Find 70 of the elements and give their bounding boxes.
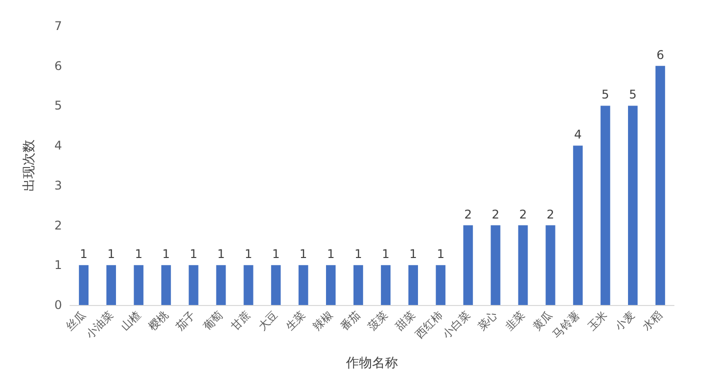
data-label: 1 xyxy=(190,247,198,262)
bar xyxy=(600,106,610,305)
x-tick-label: 大豆 xyxy=(256,308,281,334)
data-label: 1 xyxy=(354,247,362,262)
x-tick-label: 甘蔗 xyxy=(228,308,254,334)
bar xyxy=(655,66,666,305)
bar xyxy=(134,265,144,305)
bar xyxy=(244,265,254,305)
x-tick-label: 水稻 xyxy=(640,308,665,334)
y-tick-label: 4 xyxy=(54,138,62,153)
data-label: 5 xyxy=(602,88,610,102)
bar xyxy=(298,265,308,305)
bar xyxy=(490,225,500,305)
bar xyxy=(546,225,556,305)
data-label: 1 xyxy=(134,247,142,262)
bar xyxy=(216,265,226,305)
data-label: 1 xyxy=(162,247,170,262)
bar xyxy=(78,265,89,305)
x-tick-label: 玉米 xyxy=(585,308,610,334)
bar xyxy=(188,265,198,305)
y-tick-label: 7 xyxy=(54,19,62,33)
data-label: 2 xyxy=(464,207,472,222)
data-label: 6 xyxy=(656,48,664,62)
data-label: 1 xyxy=(382,247,390,262)
y-tick-label: 2 xyxy=(54,218,62,232)
bar xyxy=(436,265,446,305)
data-label: 5 xyxy=(629,88,637,102)
x-tick-label: 茄子 xyxy=(173,308,198,334)
x-tick-label: 山楂 xyxy=(118,308,144,334)
y-tick-label: 5 xyxy=(54,98,62,113)
x-tick-label: 菠菜 xyxy=(366,308,390,334)
data-label: 2 xyxy=(546,207,554,222)
data-label: 2 xyxy=(492,207,500,222)
y-tick-label: 3 xyxy=(54,178,62,192)
y-tick-label: 6 xyxy=(54,58,62,73)
bar xyxy=(271,265,281,305)
data-label: 1 xyxy=(436,247,444,262)
data-label: 1 xyxy=(300,247,308,262)
data-label: 1 xyxy=(107,247,115,262)
y-tick-label: 0 xyxy=(54,298,62,312)
bar xyxy=(380,265,391,305)
x-tick-label: 丝瓜 xyxy=(64,308,88,334)
x-tick-label: 辣椒 xyxy=(310,308,336,334)
x-tick-label: 菜心 xyxy=(475,308,500,334)
bar xyxy=(628,106,638,305)
data-label: 1 xyxy=(80,247,88,262)
data-label: 1 xyxy=(327,247,335,262)
x-tick-label: 小麦 xyxy=(612,308,638,334)
data-label: 1 xyxy=(217,247,225,262)
y-tick-label: 1 xyxy=(54,258,62,272)
data-label: 2 xyxy=(519,207,527,222)
data-label: 1 xyxy=(272,247,280,262)
x-tick-label: 生菜 xyxy=(283,308,308,334)
bar xyxy=(353,265,364,305)
bar xyxy=(106,265,116,305)
bar xyxy=(408,265,418,305)
bar xyxy=(518,225,528,305)
y-axis-title: 出现次数 xyxy=(22,140,37,192)
x-tick-label: 樱桃 xyxy=(146,308,171,334)
x-tick-label: 韭菜 xyxy=(502,308,528,334)
x-tick-label: 葡萄 xyxy=(200,308,226,334)
bar xyxy=(161,265,171,305)
bar xyxy=(573,146,583,305)
bar xyxy=(326,265,336,305)
data-label: 1 xyxy=(244,247,252,262)
data-label: 4 xyxy=(574,128,582,142)
bar xyxy=(463,225,473,305)
x-axis-title: 作物名称 xyxy=(345,356,398,371)
x-tick-label: 番茄 xyxy=(338,308,363,334)
data-label: 1 xyxy=(409,247,417,262)
